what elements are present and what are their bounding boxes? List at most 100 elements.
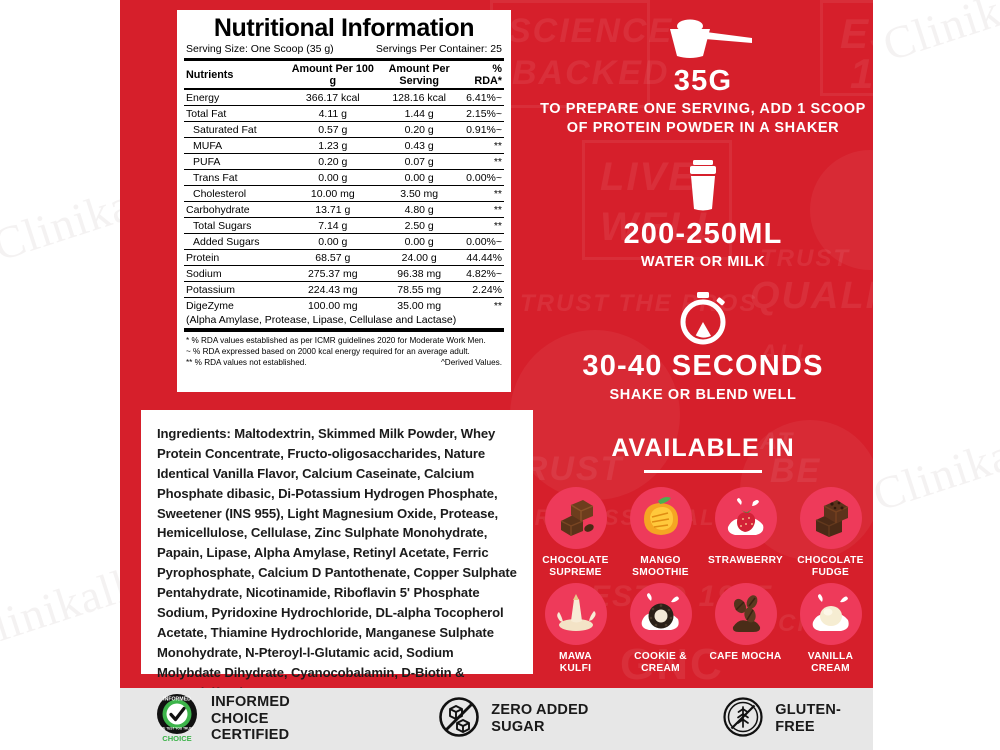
nutrient-name: Potassium [184, 281, 290, 298]
nutrient-name: Trans Fat [184, 169, 290, 186]
nutrient-per-100g: 224.43 mg [289, 281, 376, 298]
step-scoop: 35G TO PREPARE ONE SERVING, ADD 1 SCOOP … [533, 16, 873, 137]
nutrient-per-serving: 0.07 g [375, 153, 463, 170]
flavor-item[interactable]: VANILLA CREAM [788, 582, 873, 675]
kulfi-icon [544, 582, 607, 645]
flavor-item[interactable]: STRAWBERRY [703, 486, 788, 579]
nutrient-name: MUFA [184, 137, 290, 154]
nutrient-name: Added Sugars [184, 233, 290, 250]
certification-informed-choice: INFORMED WE TEST YOU TRUST CHOICE INFORM… [154, 692, 342, 747]
informed-choice-label-line1: INFORMED CHOICE [211, 694, 290, 727]
serving-row: Serving Size: One Scoop (35 g) Servings … [184, 41, 504, 61]
nutrient-per-100g: 0.00 g [289, 169, 376, 186]
nutrition-row: Trans Fat 0.00 g 0.00 g 0.00%~ [184, 169, 504, 186]
nutrient-rda: ** [462, 185, 504, 202]
nutrient-per-100g: 13.71 g [289, 201, 376, 218]
nutrient-per-100g: 0.20 g [289, 153, 376, 170]
svg-text:WE TEST YOU TRUST: WE TEST YOU TRUST [160, 726, 193, 730]
nutrient-per-serving: 24.00 g [375, 249, 463, 266]
usage-instructions-column: 35G TO PREPARE ONE SERVING, ADD 1 SCOOP … [533, 0, 873, 688]
flavor-label-line1: CHOCOLATE [797, 554, 864, 566]
col-header-nutrients: Nutrients [184, 61, 290, 90]
step-scoop-desc-2: OF PROTEIN POWDER IN A SHAKER [566, 119, 840, 136]
nutrition-facts-card: Nutritional Information Serving Size: On… [177, 10, 511, 392]
nutrient-name: Cholesterol [184, 185, 290, 202]
col-header-rda: % RDA* [462, 61, 504, 90]
nutrition-table: Nutrients Amount Per 100 g Amount Per Se… [184, 61, 504, 313]
servings-per-container: Servings Per Container: 25 [375, 43, 502, 55]
svg-text:INFORMED: INFORMED [163, 696, 191, 702]
step-liquid-desc: WATER OR MILK [640, 254, 766, 271]
flavor-item[interactable]: MAWA KULFI [533, 582, 618, 675]
flavor-item[interactable]: CAFE MOCHA [703, 582, 788, 675]
flavor-label: COOKIE & CREAM [634, 651, 687, 675]
bg-word: TRUST THE PROS [520, 290, 758, 317]
footnote-line-1: * % RDA values established as per ICMR g… [186, 336, 486, 345]
nutrition-row: PUFA 0.20 g 0.07 g ** [184, 153, 504, 170]
footnotes: * % RDA values established as per ICMR g… [184, 332, 504, 368]
bg-word: QUALITY [750, 275, 873, 317]
nutrient-per-serving: 128.16 kcal [375, 89, 463, 106]
nutrient-per-100g: 1.23 g [289, 137, 376, 154]
footnote-line-3: ** % RDA values not established. [186, 358, 307, 368]
nutrition-row: Saturated Fat 0.57 g 0.20 g 0.91%~ [184, 121, 504, 138]
nutrient-per-100g: 100.00 mg [307, 299, 358, 312]
nutrient-name: DigeZyme [186, 299, 234, 312]
nutrition-row: Sodium 275.37 mg 96.38 mg 4.82%~ [184, 265, 504, 282]
nutrient-name: Total Fat [184, 105, 290, 122]
bg-word: SCIENCE [508, 12, 674, 50]
flavor-item[interactable]: MANGO SMOOTHIE [618, 486, 703, 579]
shaker-icon [533, 159, 873, 213]
bg-box [820, 0, 873, 96]
nutrient-rda: ** [462, 201, 504, 218]
nutrient-name: Saturated Fat [184, 121, 290, 138]
nutrient-rda: 2.24% [462, 281, 504, 298]
bg-word: BACKED [512, 54, 670, 92]
flavor-item[interactable]: CHOCOLATE SUPREME [533, 486, 618, 579]
informed-choice-badge-icon: INFORMED WE TEST YOU TRUST CHOICE [154, 692, 200, 747]
nutrition-title: Nutritional Information [213, 14, 475, 42]
red-background-panel: SCIENCE BACKED LIVE WELL TRUST THE PROS … [120, 0, 873, 688]
flavor-label-line2: SMOOTHIE [632, 566, 689, 578]
nutrient-per-100g: 10.00 mg [289, 185, 376, 202]
flavor-label-line1: MANGO [640, 554, 681, 566]
zero-sugar-label: ZERO ADDED SUGAR [491, 702, 589, 735]
gluten-free-label: GLUTEN-FREE [775, 702, 842, 735]
nutrient-per-serving: 35.00 mg [397, 299, 442, 312]
nutrient-per-100g: 0.57 g [289, 121, 376, 138]
nutrient-name: Carbohydrate [184, 201, 290, 218]
nutrient-name: Total Sugars [184, 217, 290, 234]
flavor-label-line2: CREAM [811, 662, 850, 674]
nutrient-per-serving: 0.00 g [375, 233, 463, 250]
nutrient-rda: ** [462, 137, 504, 154]
bg-word: 1935 [850, 50, 873, 97]
nutrient-rda: 2.15%~ [462, 105, 504, 122]
nutrient-per-100g: 7.14 g [289, 217, 376, 234]
nutrient-per-serving: 0.20 g [375, 121, 463, 138]
nutrient-name: Sodium [184, 265, 290, 282]
flavor-label: CAFE MOCHA [709, 651, 781, 663]
flavor-label-line2: CREAM [641, 662, 680, 674]
flavor-label: CHOCOLATE FUDGE [797, 555, 863, 579]
nutrient-per-100g: 366.17 kcal [289, 89, 376, 106]
nutrient-per-serving: 78.55 mg [375, 281, 463, 298]
chocolate-chunks-icon [544, 486, 607, 549]
flavor-label-line1: CHOCOLATE [542, 554, 609, 566]
nutrient-per-serving: 4.80 g [375, 201, 463, 218]
step-scoop-amount: 35G [673, 65, 733, 97]
flavor-label: MANGO SMOOTHIE [632, 555, 689, 579]
flavor-label-line2: FUDGE [811, 566, 850, 578]
flavor-label: STRAWBERRY [708, 555, 783, 567]
nutrient-per-serving: 3.50 mg [375, 185, 463, 202]
flavor-label-line2: SUPREME [549, 566, 602, 578]
nutrient-rda: ** [493, 299, 502, 312]
ingredients-card: Ingredients: Maltodextrin, Skimmed Milk … [141, 410, 533, 688]
flavor-item[interactable]: COOKIE & CREAM [618, 582, 703, 675]
watermark-clinikally: Clinikally [866, 412, 1000, 521]
nutrient-per-serving: 1.44 g [375, 105, 463, 122]
flavor-item[interactable]: CHOCOLATE FUDGE [788, 486, 873, 579]
nutrition-row: Total Sugars 7.14 g 2.50 g ** [184, 217, 504, 234]
flavor-label: MAWA KULFI [559, 651, 592, 675]
available-in-divider [644, 469, 762, 473]
